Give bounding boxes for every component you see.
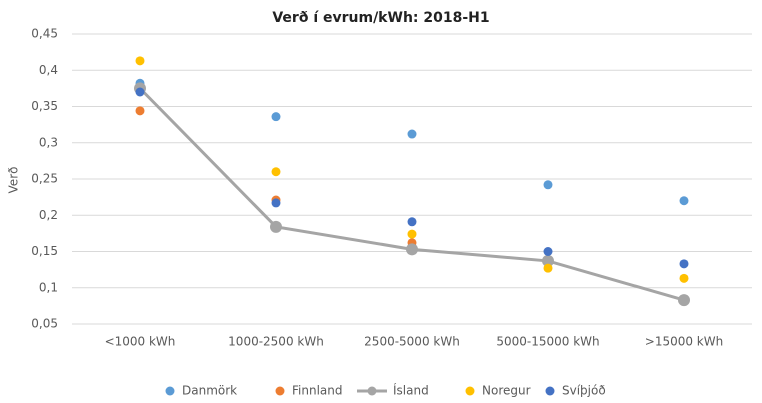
point xyxy=(543,180,553,190)
point xyxy=(679,196,689,206)
legend-label: Danmörk xyxy=(182,384,237,398)
point xyxy=(270,220,282,233)
y-tick-label: 0,45 xyxy=(31,27,58,41)
legend-label: Svíþjóð xyxy=(562,384,606,398)
x-tick-label: 1000-2500 kWh xyxy=(228,335,324,349)
point xyxy=(679,273,689,283)
legend-label: Finnland xyxy=(292,384,342,398)
y-tick-label: 0,15 xyxy=(31,244,58,258)
series-line xyxy=(138,87,685,302)
legend-marker xyxy=(165,386,175,396)
legend-marker xyxy=(275,386,285,396)
legend-label: Ísland xyxy=(393,383,429,398)
point xyxy=(271,198,281,208)
point xyxy=(135,87,145,97)
point xyxy=(271,112,281,122)
y-tick-label: 0,2 xyxy=(39,208,58,222)
point xyxy=(406,243,418,256)
x-tick-label: <1000 kWh xyxy=(105,335,176,349)
x-tick-label: >15000 kWh xyxy=(645,335,723,349)
legend-marker xyxy=(545,386,555,396)
point xyxy=(543,263,553,273)
point xyxy=(271,167,281,177)
y-tick-label: 0,35 xyxy=(31,99,58,113)
point xyxy=(407,217,417,227)
chart-title: Verð í evrum/kWh: 2018-H1 xyxy=(272,10,489,26)
legend-marker xyxy=(367,386,377,396)
y-tick-label: 0,25 xyxy=(31,172,58,186)
y-tick-label: 0,3 xyxy=(39,135,58,149)
y-tick-label: 0,4 xyxy=(39,63,58,77)
point xyxy=(542,254,554,267)
y-tick-label: 0,1 xyxy=(39,280,58,294)
point xyxy=(135,56,145,66)
x-tick-label: 2500-5000 kWh xyxy=(364,335,460,349)
point xyxy=(679,259,689,269)
legend-label: Noregur xyxy=(482,384,531,398)
y-axis-label: Verð xyxy=(7,167,21,194)
point xyxy=(407,129,417,139)
y-tick-label: 0,05 xyxy=(31,317,58,331)
point xyxy=(135,106,145,116)
point xyxy=(543,247,553,256)
x-tick-label: 5000-15000 kWh xyxy=(496,335,599,349)
legend-marker xyxy=(465,386,475,396)
point xyxy=(407,229,417,239)
point xyxy=(678,294,690,307)
